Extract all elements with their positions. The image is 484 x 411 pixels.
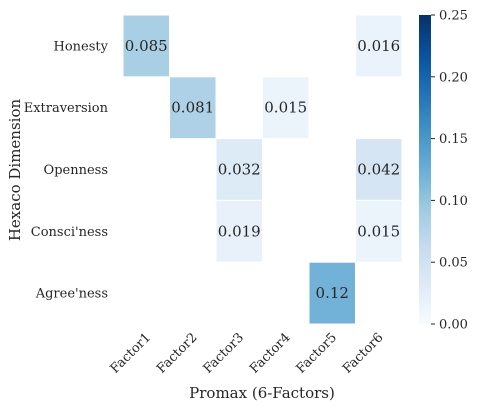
heatmap-cell-label: 0.019 xyxy=(218,222,261,240)
y-tick-label: Extraversion xyxy=(24,101,109,116)
colorbar-tick-label: 0.25 xyxy=(439,9,468,24)
colorbar-ticks: 0.00 0.05 0.10 0.15 0.20 0.25 xyxy=(431,9,468,333)
heatmap-cell xyxy=(122,14,170,78)
colorbar-tick-label: 0.20 xyxy=(439,70,468,85)
heatmap-cell xyxy=(169,76,217,140)
y-tick-labels: Honesty Extraversion Openness Consci'ness Ag… xyxy=(24,39,109,301)
heatmap-cell xyxy=(308,261,356,325)
x-axis-label: Promax (6-Factors) xyxy=(189,384,335,402)
heatmap-cell xyxy=(215,199,263,263)
heatmap-cell xyxy=(262,76,310,140)
x-tick-label: Factor6 xyxy=(340,330,386,376)
heatmap-cell-label: 0.12 xyxy=(316,284,349,302)
colorbar-tick-label: 0.15 xyxy=(439,132,468,147)
colorbar-gradient xyxy=(419,15,431,324)
x-tick-label: Factor1 xyxy=(108,330,154,376)
y-axis-label: Hexaco Dimension xyxy=(6,99,24,242)
heatmap-cell-label: 0.042 xyxy=(357,161,400,179)
y-tick-label: Agree'ness xyxy=(35,287,108,302)
x-tick-label: Factor4 xyxy=(247,330,293,376)
heatmap-cell-label: 0.016 xyxy=(357,37,400,55)
heatmap-cells xyxy=(122,14,403,325)
colorbar-tick-label: 0.05 xyxy=(439,256,468,271)
heatmap-cell-label: 0.032 xyxy=(218,161,261,179)
heatmap-cell-label: 0.015 xyxy=(264,99,307,117)
x-tick-label: Factor5 xyxy=(294,330,340,376)
heatmap-cell-label: 0.015 xyxy=(357,222,400,240)
heatmap-cell-labels: 0.085 0.016 0.081 0.015 0.032 0.042 0.019 0.015… xyxy=(125,37,400,302)
heatmap-cell xyxy=(355,14,403,78)
y-tick-label: Honesty xyxy=(54,39,109,54)
colorbar-tick-label: 0.00 xyxy=(439,318,468,333)
y-tick-label: Consci'ness xyxy=(31,225,108,240)
x-tick-label: Factor3 xyxy=(201,330,247,376)
heatmap-cell xyxy=(355,199,403,263)
y-tick-label: Openness xyxy=(44,163,108,178)
x-tick-label: Factor2 xyxy=(154,330,200,376)
colorbar: 0.00 0.05 0.10 0.15 0.20 0.25 xyxy=(419,9,468,333)
heatmap-cell xyxy=(355,138,403,201)
heatmap-cell-label: 0.081 xyxy=(171,99,214,117)
heatmap-cell-label: 0.085 xyxy=(125,37,168,55)
colorbar-tick-label: 0.10 xyxy=(439,194,468,209)
x-tick-labels: Factor1 Factor2 Factor3 Factor4 Factor5 Facto… xyxy=(108,330,387,376)
